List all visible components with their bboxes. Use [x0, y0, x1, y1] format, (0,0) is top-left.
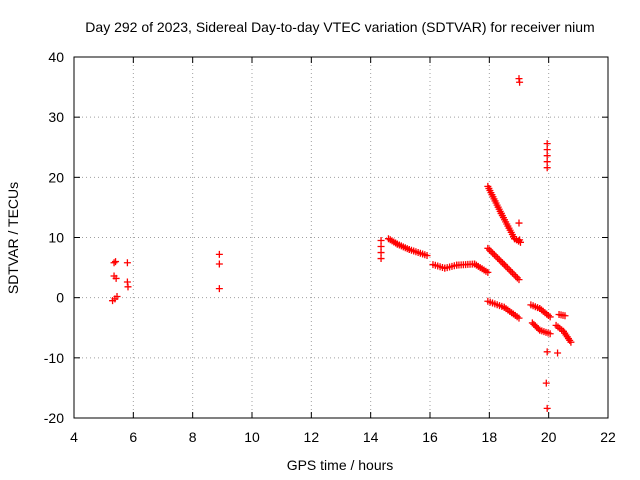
- data-point: [484, 244, 492, 252]
- data-point: [495, 256, 503, 264]
- data-point: [543, 348, 551, 356]
- data-point: [494, 254, 502, 262]
- data-point: [543, 164, 551, 172]
- axis-ticks: [73, 56, 609, 419]
- data-point: [534, 325, 542, 333]
- y-tick-label: -20: [44, 410, 64, 426]
- data-point: [516, 238, 524, 246]
- x-tick-label: 10: [244, 429, 260, 445]
- data-point: [503, 264, 511, 272]
- data-point: [561, 312, 569, 320]
- data-point: [485, 246, 493, 254]
- y-axis-label: SDTVAR / TECUs: [5, 182, 21, 294]
- data-point: [377, 249, 385, 257]
- data-point: [567, 338, 575, 346]
- data-point: [515, 314, 523, 322]
- x-tick-label: 22: [600, 429, 616, 445]
- y-tick-label: 10: [48, 230, 64, 246]
- x-tick-label: 16: [422, 429, 438, 445]
- data-point: [215, 285, 223, 293]
- x-tick-label: 18: [482, 429, 498, 445]
- chart-title: Day 292 of 2023, Sidereal Day-to-day VTE…: [85, 19, 594, 35]
- data-point: [484, 268, 492, 276]
- data-point: [542, 379, 550, 387]
- data-point: [112, 258, 120, 266]
- grid-lines: [74, 57, 608, 418]
- data-point: [112, 274, 120, 282]
- x-tick-label: 12: [304, 429, 320, 445]
- data-point: [515, 276, 523, 284]
- data-point: [377, 243, 385, 251]
- y-tick-label: -10: [44, 350, 64, 366]
- data-point: [546, 313, 554, 321]
- data-point: [497, 257, 505, 265]
- data-point: [377, 237, 385, 245]
- data-point: [215, 250, 223, 258]
- data-point: [507, 267, 515, 275]
- y-tick-label: 30: [48, 109, 64, 125]
- x-tick-label: 6: [129, 429, 137, 445]
- data-point: [215, 260, 223, 268]
- data-point: [499, 259, 507, 267]
- data-point: [500, 261, 508, 269]
- x-axis-label: GPS time / hours: [287, 457, 394, 473]
- data-point: [492, 252, 500, 260]
- data-point: [543, 404, 551, 412]
- y-tick-label: 40: [48, 49, 64, 65]
- data-point: [487, 248, 495, 256]
- data-point: [512, 272, 520, 280]
- data-point: [123, 259, 131, 267]
- data-point: [508, 269, 516, 277]
- data-point: [510, 271, 518, 279]
- x-tick-label: 20: [541, 429, 557, 445]
- data-point: [502, 262, 510, 270]
- data-point: [505, 266, 513, 274]
- data-point: [113, 292, 121, 300]
- data-point: [515, 219, 523, 227]
- data-point: [543, 140, 551, 148]
- data-point: [546, 330, 554, 338]
- x-tick-label: 14: [363, 429, 379, 445]
- data-point: [423, 252, 431, 260]
- data-point: [124, 283, 132, 291]
- data-point: [554, 349, 562, 357]
- data-point: [543, 146, 551, 154]
- data-point: [110, 259, 118, 267]
- data-point: [490, 251, 498, 259]
- data-point: [377, 255, 385, 263]
- y-tick-label: 20: [48, 169, 64, 185]
- x-tick-label: 4: [70, 429, 78, 445]
- y-tick-label: 0: [56, 290, 64, 306]
- data-point: [513, 274, 521, 282]
- data-point: [543, 158, 551, 166]
- data-point: [516, 78, 524, 86]
- data-point: [543, 152, 551, 160]
- data-points: [109, 75, 575, 412]
- data-point: [489, 249, 497, 257]
- x-tick-label: 8: [189, 429, 197, 445]
